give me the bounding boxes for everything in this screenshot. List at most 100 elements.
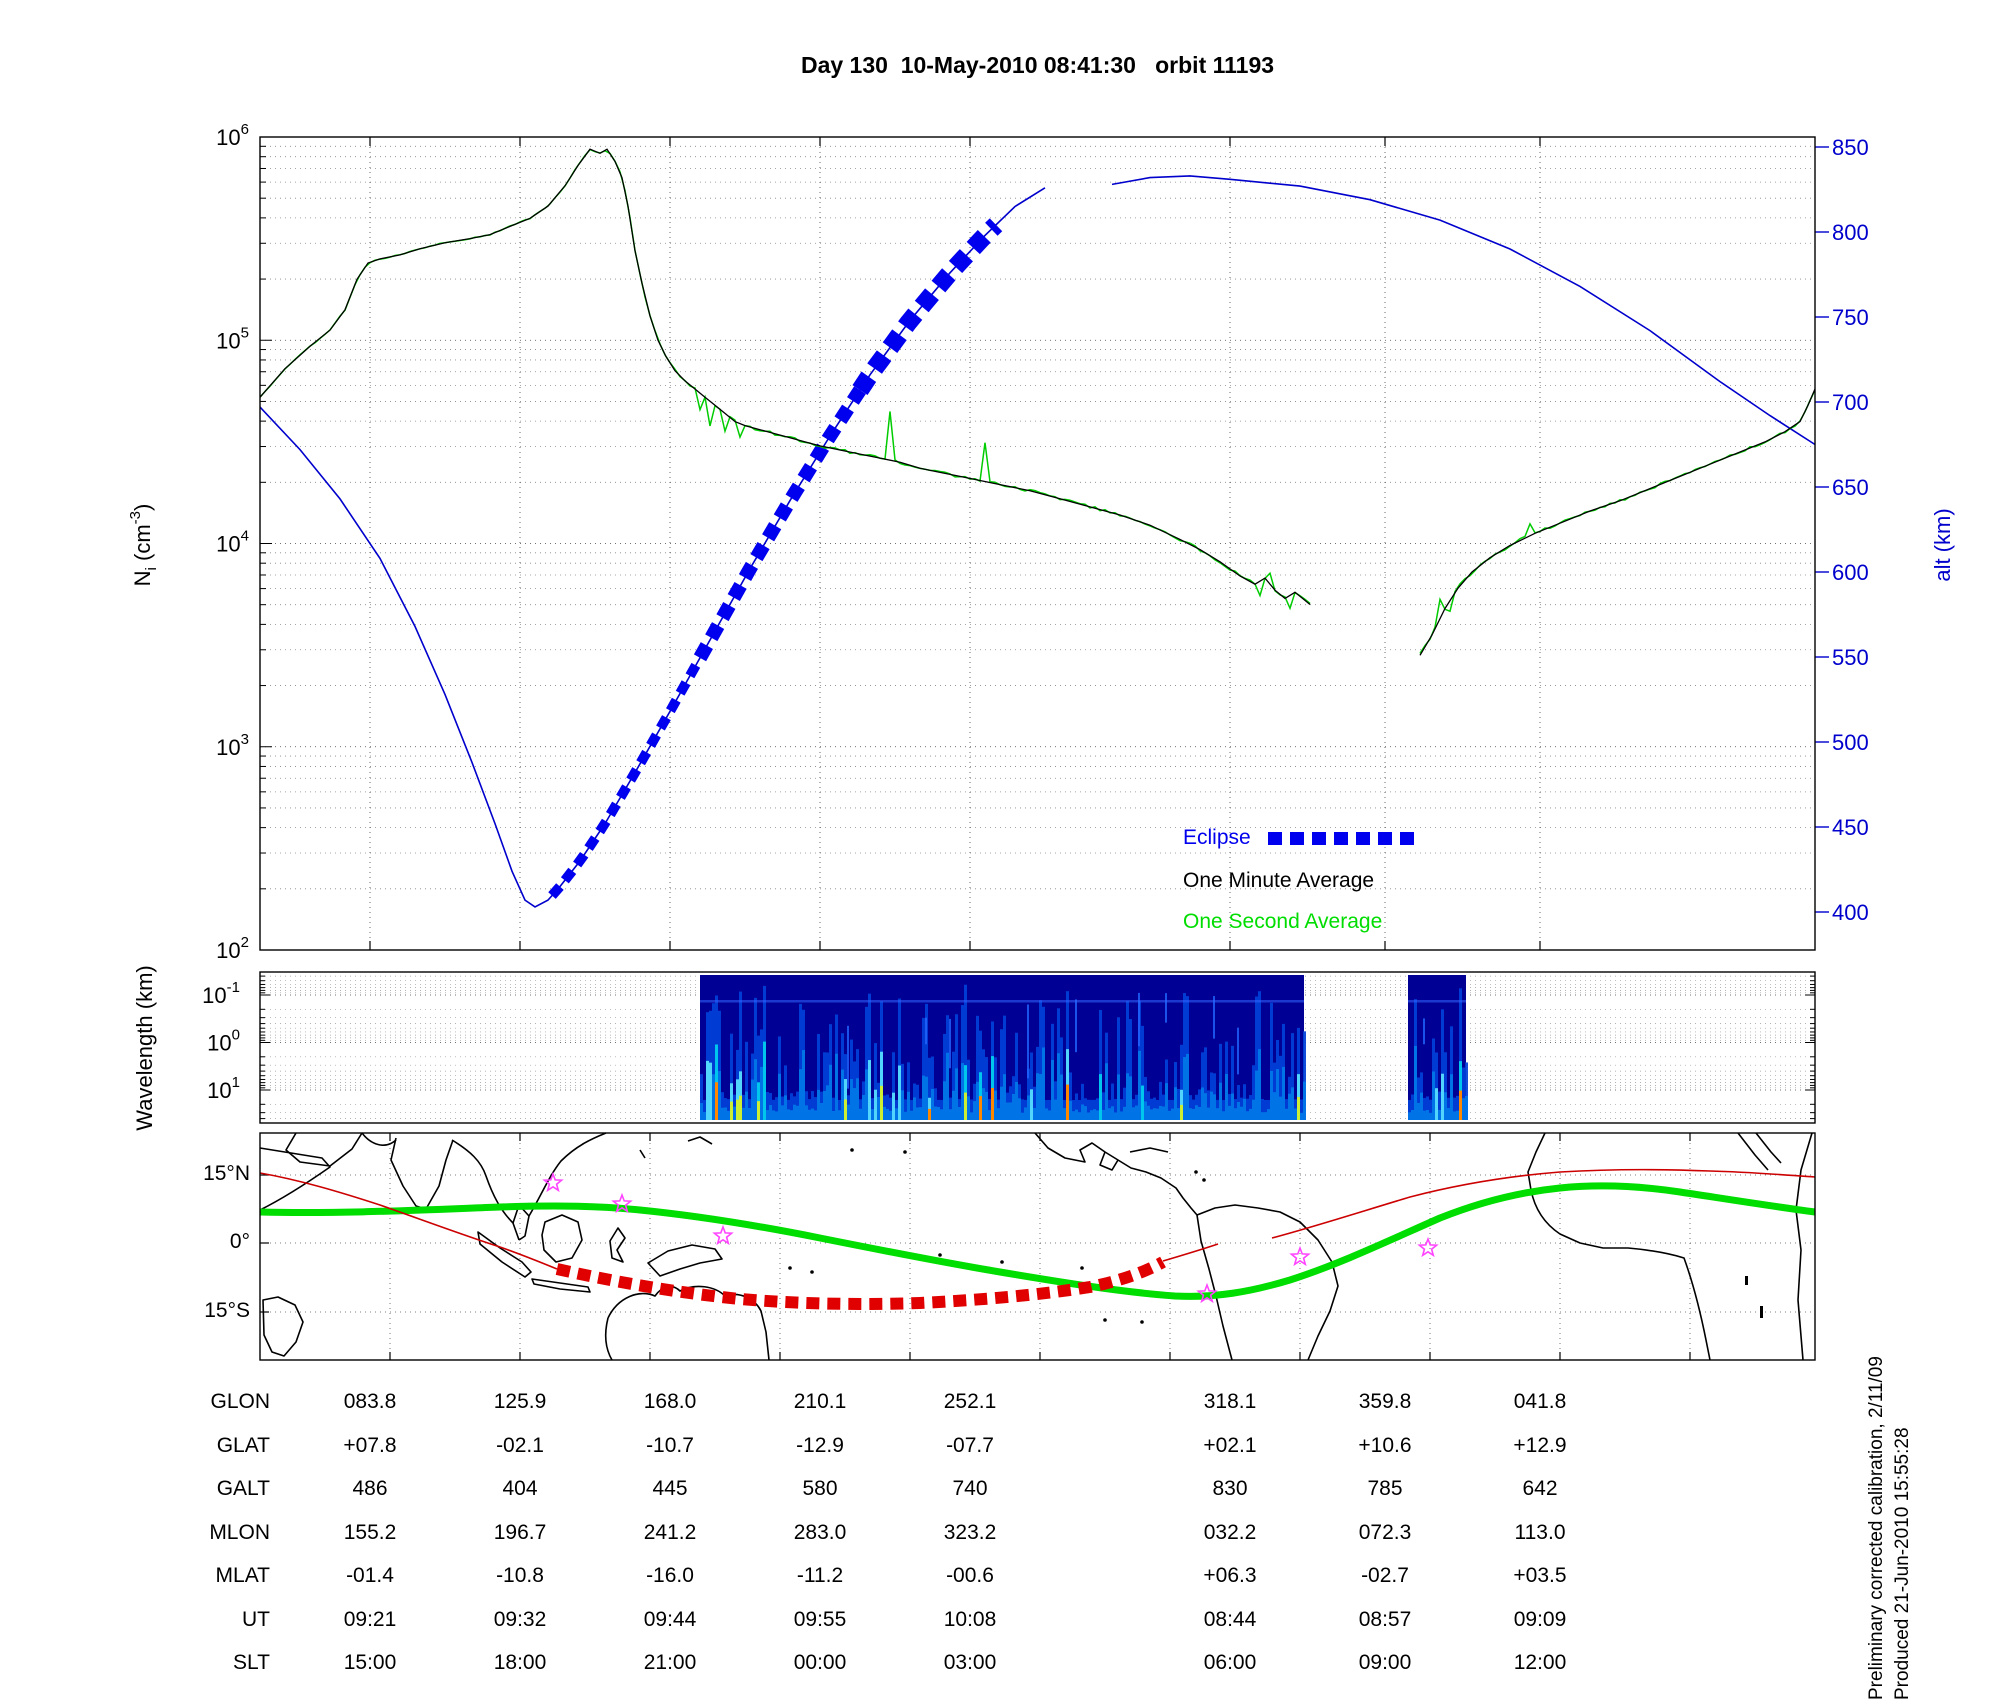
footer-line2: Produced 21-Jun-2010 15:55:28: [1892, 1427, 1913, 1700]
page-title: Day 130 10-May-2010 08:41:30 orbit 11193: [800, 52, 1275, 78]
map-tracks: [259, 1168, 1816, 1310]
wavelength-grid: 10-1 100 101 Wavelength (km): [132, 965, 1815, 1131]
table-cell: 08:44: [1203, 1607, 1257, 1631]
one-second-curve: [259, 148, 1311, 611]
table-cell: -02.7: [1361, 1564, 1409, 1587]
table-cell: 09:00: [1358, 1651, 1412, 1674]
y-right-axis-label: alt (km): [1930, 508, 1955, 581]
y-right-tick: 800: [1832, 220, 1869, 245]
y-left-axis-label: Ni (cm-3): [127, 504, 160, 587]
table-cell: -02.1: [496, 1433, 544, 1457]
y-right-tick: 450: [1832, 815, 1869, 840]
table-cell: +06.3: [1203, 1564, 1257, 1587]
density-plot-border: [259, 136, 1816, 951]
y-left-tick: 102: [216, 934, 249, 963]
y-left-tick: 103: [216, 731, 249, 760]
eclipse-ground-segment: [555, 1256, 1166, 1310]
table-cell: -10.8: [496, 1564, 544, 1587]
p1-border: [259, 136, 1816, 951]
wavelength-tick: 10-1: [202, 979, 240, 1008]
legend-one-second-label: One Second Average: [1183, 910, 1383, 933]
table-row-label: GALT: [216, 1477, 270, 1500]
map-coastlines: [259, 1132, 1813, 1361]
table-cell: 18:00: [493, 1651, 547, 1674]
station-star-icon: [542, 1171, 564, 1193]
magnetic-equator-line: [259, 1182, 1816, 1300]
table-cell: 032.2: [1203, 1520, 1257, 1544]
table-cell: 21:00: [643, 1651, 697, 1674]
y-right-tick: 700: [1832, 390, 1869, 415]
footer-note: Preliminary corrected calibration, 2/11/…: [1864, 1250, 1916, 1700]
table-cell: 830: [1212, 1477, 1248, 1500]
table-cell: 642: [1522, 1477, 1558, 1500]
y-left-tick: 106: [216, 121, 249, 150]
y-left-tick: 104: [216, 528, 249, 557]
table-cell: +02.1: [1203, 1433, 1257, 1457]
map-grid: [260, 1133, 1815, 1360]
table-cell: -07.7: [946, 1433, 994, 1457]
table-cell: 113.0: [1514, 1520, 1566, 1544]
legend-one-minute-label: One Minute Average: [1183, 869, 1375, 892]
table-cell: 196.7: [493, 1520, 547, 1544]
table-cell: +10.6: [1358, 1433, 1412, 1457]
wavelength-tick: 101: [207, 1074, 240, 1103]
table-cell: 785: [1367, 1477, 1403, 1500]
map-lat-label: 15°S: [204, 1299, 250, 1322]
y-right-tick: 550: [1832, 645, 1869, 670]
station-star-icon: [1196, 1282, 1218, 1304]
table-cell: 10:08: [943, 1607, 997, 1631]
table-cell: 09:21: [343, 1607, 397, 1631]
table-cell: 15:00: [343, 1651, 397, 1674]
table-cell: 210.1: [793, 1390, 847, 1413]
table-cell: 03:00: [943, 1651, 997, 1674]
density-curves: [259, 148, 1816, 656]
y-right-tick: 400: [1832, 900, 1869, 925]
table-cell: -16.0: [646, 1564, 694, 1587]
station-star-icon: [611, 1192, 633, 1214]
density-axis-labels: 106 105 104 103 102 850 800 750 700 650 600 550 500 4…: [127, 121, 1955, 963]
ground-track-line: [259, 1172, 558, 1270]
one-minute-curve: [259, 148, 1311, 606]
station-star-icon: [1417, 1236, 1439, 1258]
table-cell: -10.7: [646, 1433, 694, 1457]
table-cell: 12:00: [1513, 1651, 1567, 1674]
table-cell: 155.2: [343, 1520, 397, 1544]
table-cell: 283.0: [793, 1520, 847, 1544]
y-right-tick: 750: [1832, 305, 1869, 330]
table-cell: -12.9: [796, 1433, 844, 1457]
eclipse-dashed-segment: [852, 218, 1003, 396]
y-left-tick: 105: [216, 324, 249, 353]
density-plot-grid: [260, 136, 1829, 951]
table-cell: 404: [502, 1477, 538, 1500]
p3-border: [259, 1132, 1816, 1361]
table-cell: 740: [952, 1477, 988, 1500]
table-cell: 359.8: [1358, 1390, 1412, 1413]
table-cell: 323.2: [943, 1520, 997, 1544]
station-star-icon: [712, 1224, 734, 1246]
table-row-label: MLAT: [215, 1564, 270, 1587]
one-second-curve: [1419, 389, 1816, 654]
footer-line1: Preliminary corrected calibration, 2/11/…: [1866, 1356, 1887, 1700]
table-row-label: GLAT: [216, 1433, 270, 1457]
table-cell: 08:57: [1358, 1607, 1412, 1631]
one-minute-curve: [1419, 388, 1816, 656]
table-cell: 252.1: [943, 1390, 997, 1413]
table-cell: -00.6: [946, 1564, 994, 1587]
table-row-label: UT: [242, 1607, 270, 1631]
table-cell: 486: [352, 1477, 388, 1500]
table-cell: 580: [802, 1477, 838, 1500]
wavelength-axis-label: Wavelength (km): [132, 965, 157, 1130]
y-right-tick: 650: [1832, 475, 1869, 500]
table-cell: 445: [652, 1477, 688, 1500]
wavelength-tick: 100: [207, 1027, 240, 1056]
map-border: [259, 1132, 1816, 1361]
table-cell: -01.4: [346, 1564, 394, 1587]
table-cell: 083.8: [343, 1390, 397, 1413]
table-cell: +07.8: [343, 1433, 397, 1457]
station-star-icon: [1289, 1245, 1311, 1267]
map-lat-label: 15°N: [203, 1162, 250, 1185]
map-lat-label: 0°: [229, 1230, 250, 1253]
table-cell: 241.2: [643, 1520, 697, 1544]
